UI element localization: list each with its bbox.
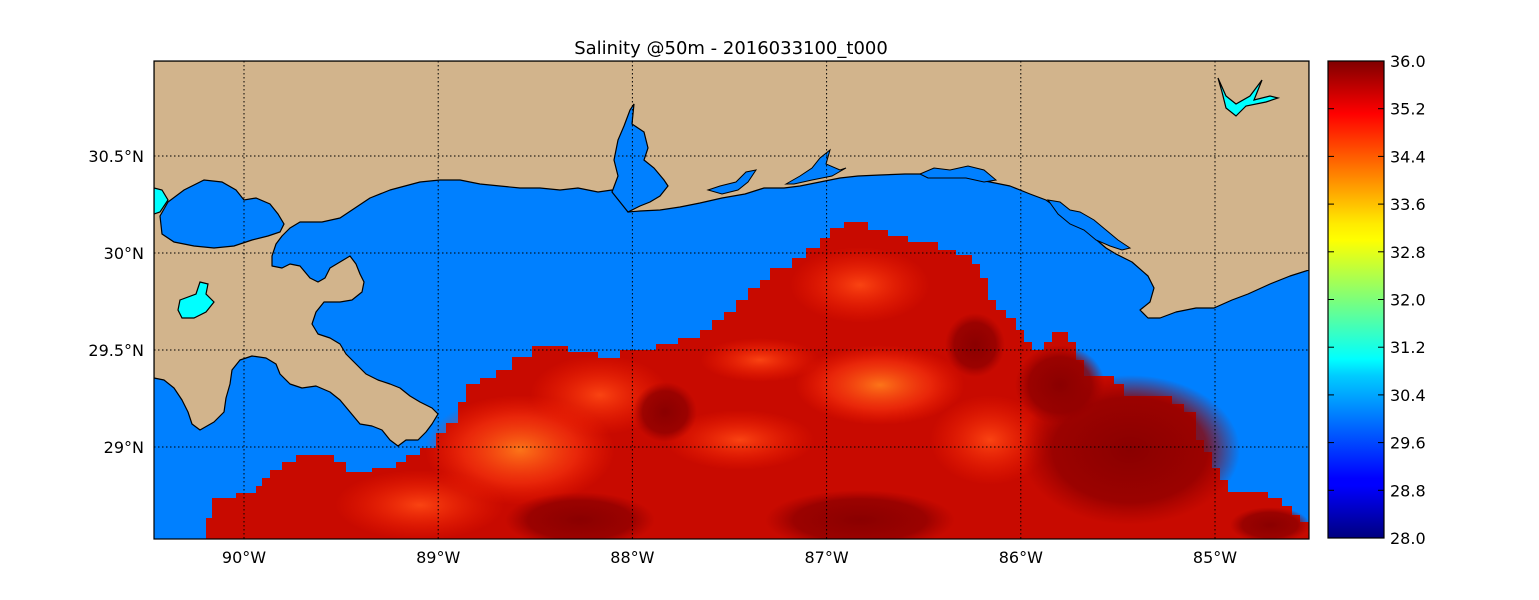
- colorbar-tick-label: 32.0: [1390, 291, 1426, 310]
- colorbar-tick-label: 32.8: [1390, 243, 1426, 262]
- longitude-label: 87°W: [805, 548, 849, 567]
- longitude-label: 85°W: [1193, 548, 1237, 567]
- colorbar-tick-label: 33.6: [1390, 195, 1426, 214]
- latitude-labels: 30.5°N 30°N 29.5°N 29°N: [88, 147, 144, 457]
- colorbar-tick-label: 36.0: [1390, 52, 1426, 71]
- lake-pontchartrain: [159, 179, 285, 249]
- map-frame: [153, 60, 1310, 540]
- colorbar-tick-label: 28.0: [1390, 529, 1426, 548]
- colorbar-ticks: 36.0 35.2 34.4 33.6 32.8 32.0 31.2 30.4 29.6 28.8…: [1328, 52, 1426, 548]
- longitude-label: 86°W: [999, 548, 1043, 567]
- colorbar-tick-label: 30.4: [1390, 386, 1426, 405]
- colorbar: 36.0 35.2 34.4 33.6 32.8 32.0 31.2 30.4 29.6 28.8…: [1327, 52, 1426, 548]
- colorbar-tick-label: 29.6: [1390, 434, 1426, 453]
- map-area: [154, 61, 1309, 539]
- longitude-label: 89°W: [416, 548, 460, 567]
- colorbar-tick-label: 35.2: [1390, 100, 1426, 119]
- pensacola-bay: [706, 169, 758, 195]
- colorbar-tick-label: 28.8: [1390, 481, 1426, 500]
- graticule: [154, 61, 1309, 539]
- apalachicola-bay: [1046, 199, 1132, 251]
- colorbar-tick-label: 31.2: [1390, 338, 1426, 357]
- latitude-label: 29°N: [104, 438, 144, 457]
- salinity-field: [206, 222, 1309, 539]
- latitude-label: 30.5°N: [88, 147, 144, 166]
- colorbar-tick-label: 34.4: [1390, 147, 1426, 166]
- lake-icon: [177, 281, 215, 319]
- longitude-labels: 90°W 89°W 88°W 87°W 86°W 85°W: [222, 548, 1237, 567]
- latitude-label: 29.5°N: [88, 341, 144, 360]
- lake-icon: [1217, 77, 1281, 117]
- mobile-bay: [611, 103, 669, 213]
- latitude-label: 30°N: [104, 244, 144, 263]
- st-andrew-bay: [918, 165, 998, 183]
- longitude-label: 90°W: [222, 548, 266, 567]
- colorbar-gradient: [1327, 60, 1385, 539]
- map-title: Salinity @50m - 2016033100_t000: [574, 38, 888, 59]
- lake-icon: [154, 187, 169, 215]
- choctawhatchee-bay: [784, 148, 847, 185]
- longitude-label: 88°W: [610, 548, 654, 567]
